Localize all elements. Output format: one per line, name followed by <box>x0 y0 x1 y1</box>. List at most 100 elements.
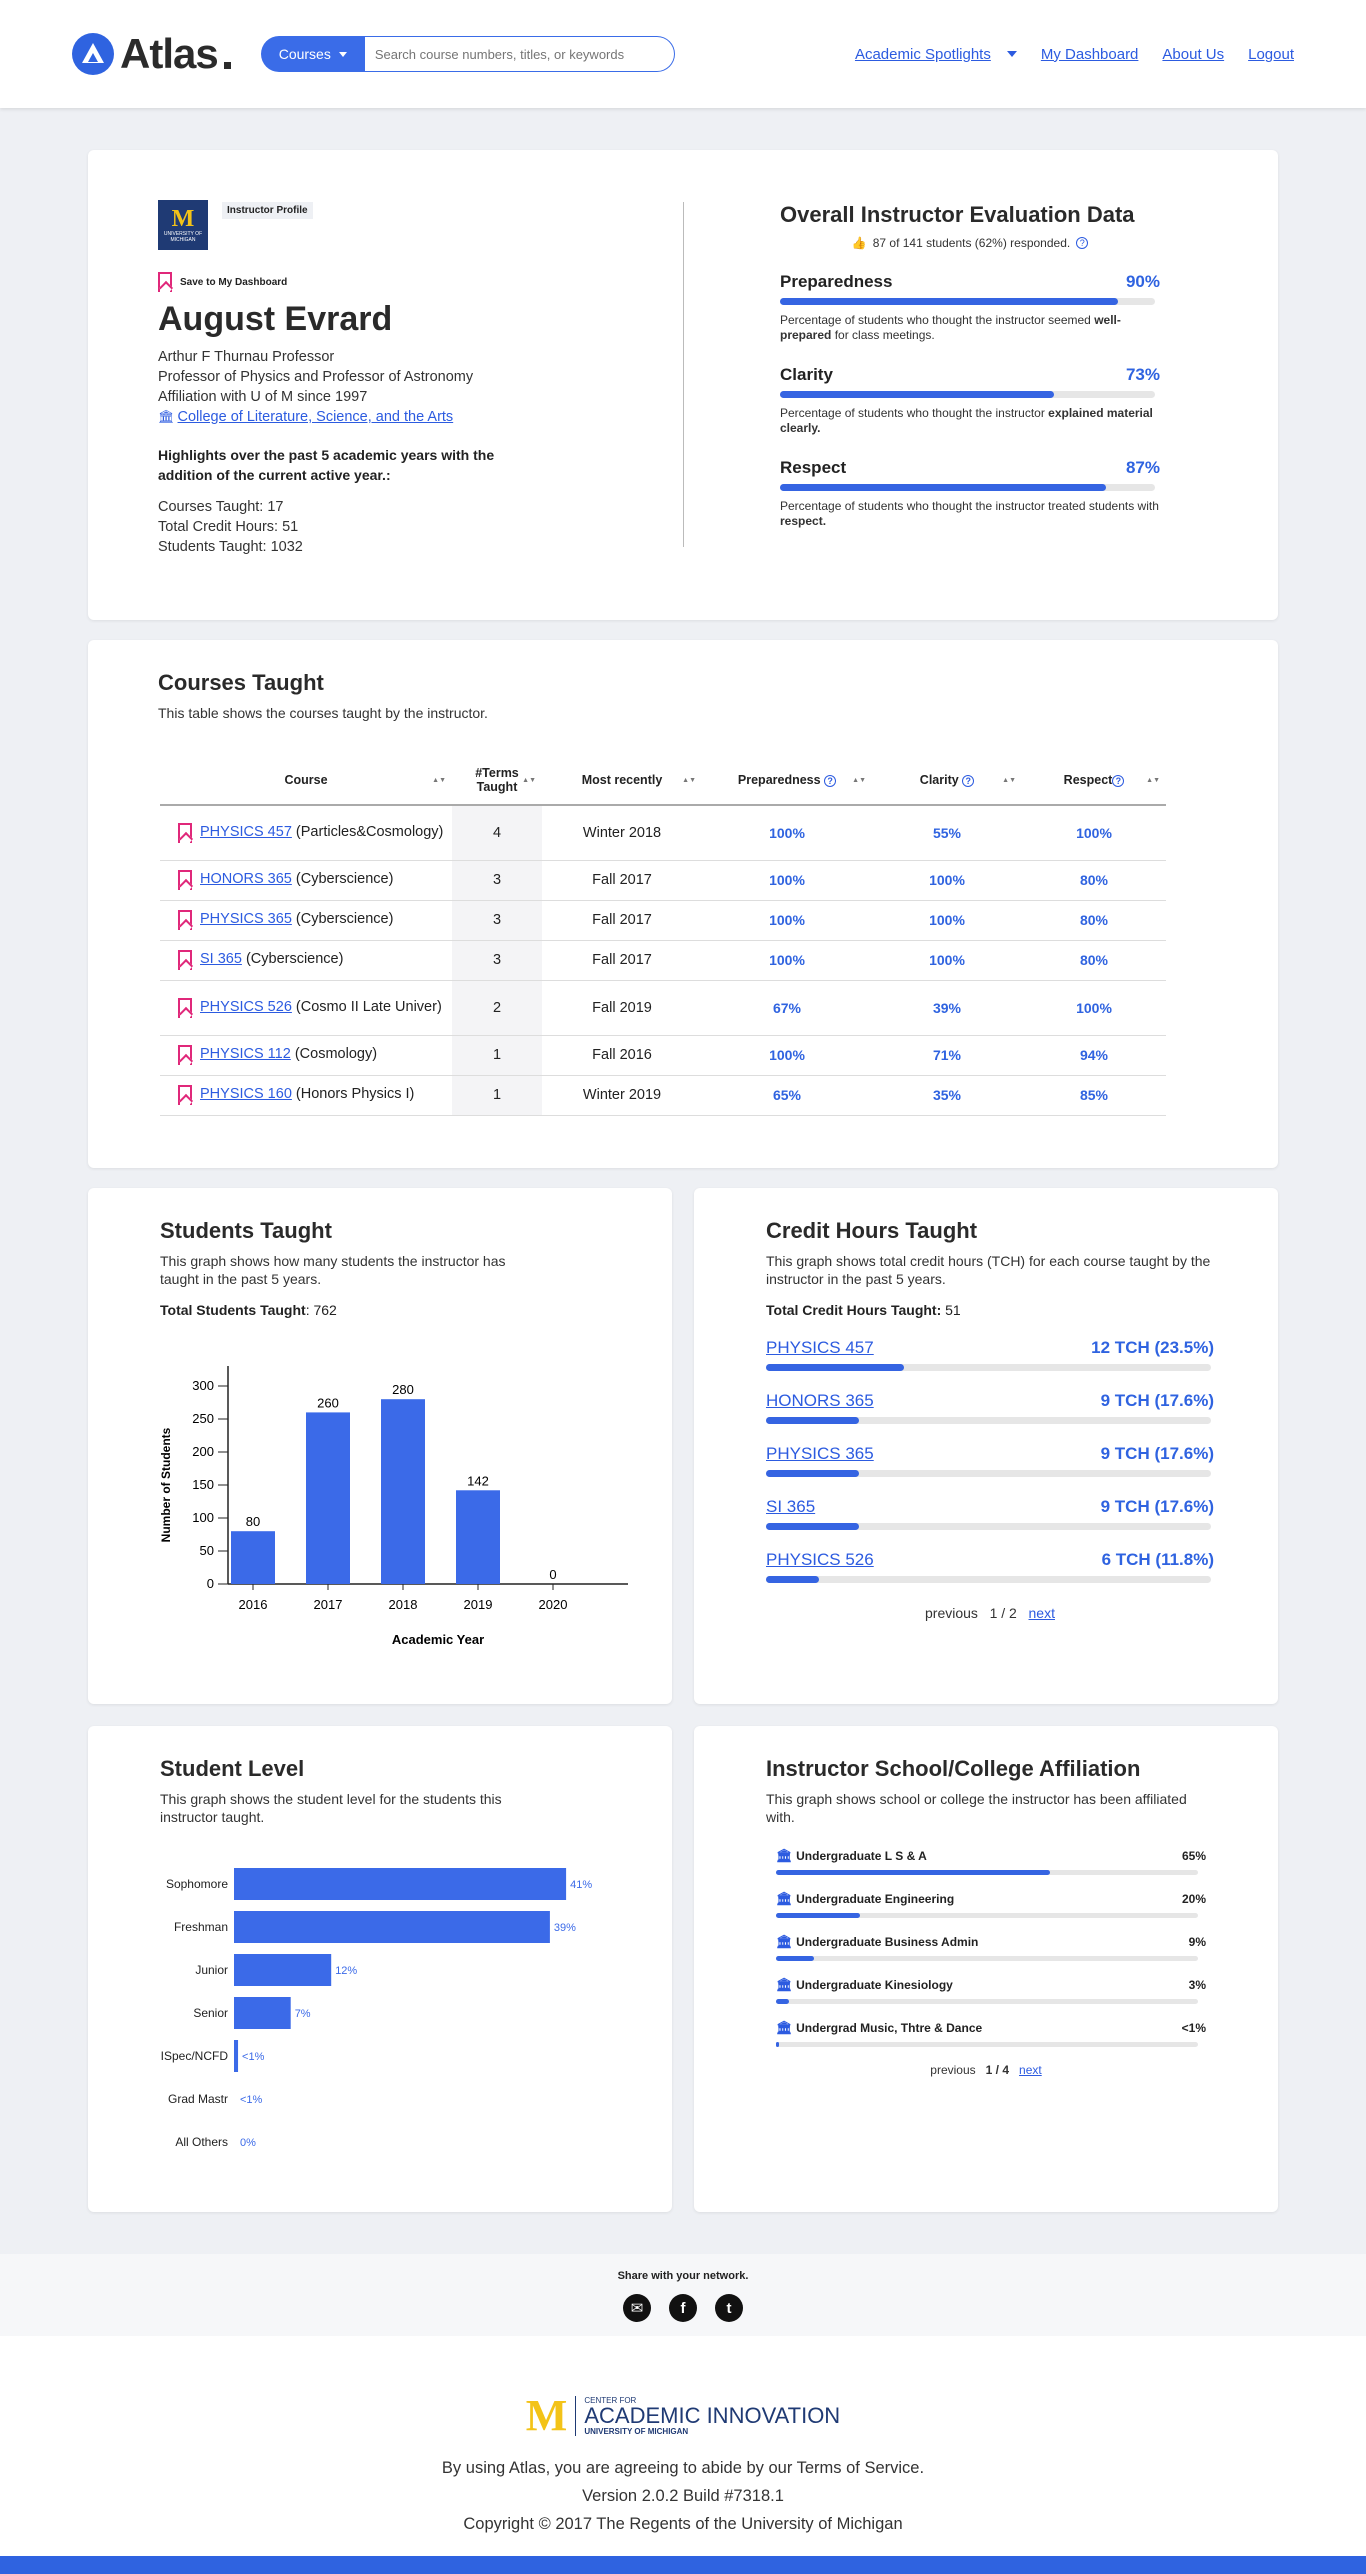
bookmark-icon[interactable] <box>178 1045 192 1065</box>
course-link[interactable]: PHYSICS 526 <box>200 998 292 1015</box>
bookmark-icon[interactable] <box>178 997 192 1018</box>
affiliation-row: 🏛 Undergraduate Engineering 20% <box>776 1891 1206 1907</box>
terms-cell: 1 <box>452 1075 542 1116</box>
bar-ispecncfd <box>234 2040 239 2072</box>
bookmark-icon[interactable] <box>178 822 192 843</box>
footer-text: By using Atlas, you are agreeing to abid… <box>0 2454 1366 2538</box>
metric-label: Clarity <box>780 365 833 384</box>
affiliation-value: <1% <box>1181 2021 1206 2035</box>
affiliation-label: Undergraduate Engineering <box>796 1892 955 1906</box>
copyright-line: Copyright © 2017 The Regents of the Univ… <box>463 2515 903 2533</box>
data-label: 142 <box>467 1473 489 1488</box>
credit-bar-fill <box>766 1470 860 1477</box>
students-header: Students Taught This graph shows how man… <box>160 1218 540 1318</box>
credit-course-link[interactable]: HONORS 365 <box>766 1391 874 1410</box>
bookmark-icon[interactable] <box>178 870 192 890</box>
col-respect[interactable]: Respect? ▲▼ <box>1022 755 1166 806</box>
table-header-row: Course ▲▼ #Terms Taught ▲▼ Most recently ▲▼… <box>160 755 1166 806</box>
col-recent[interactable]: Most recently ▲▼ <box>542 755 702 806</box>
course-link[interactable]: PHYSICS 365 <box>200 911 292 927</box>
col-course[interactable]: Course ▲▼ <box>160 755 452 806</box>
credit-hours-stat: Total Credit Hours: 51 <box>158 519 299 535</box>
y-tick-label: 100 <box>192 1510 214 1525</box>
nav-logout[interactable]: Logout <box>1248 45 1294 63</box>
terms-cell: 1 <box>452 1035 542 1076</box>
course-link[interactable]: SI 365 <box>200 951 242 967</box>
col-preparedness[interactable]: Preparedness ? ▲▼ <box>702 755 872 806</box>
logo-divider <box>575 2396 577 2436</box>
credit-course-link[interactable]: SI 365 <box>766 1497 816 1516</box>
level-header: Student Level This graph shows the stude… <box>160 1756 560 1826</box>
metric-bar <box>780 391 1155 398</box>
col-terms[interactable]: #Terms Taught ▲▼ <box>452 755 542 806</box>
metric-desc-text: Percentage of students who thought the i… <box>780 406 1049 420</box>
recent-cell: Fall 2019 <box>542 980 702 1036</box>
recent-cell: Fall 2017 <box>542 860 702 901</box>
nav-my-dashboard[interactable]: My Dashboard <box>1040 45 1139 63</box>
course-title: (Cosmology) <box>294 1046 378 1062</box>
credit-course-link[interactable]: PHYSICS 526 <box>766 1550 874 1569</box>
course-wrap: PHYSICS 365 (Cyberscience) <box>178 910 452 930</box>
search-input[interactable] <box>364 36 675 72</box>
pager-next[interactable]: next <box>1028 1605 1055 1621</box>
sort-icon: ▲▼ <box>852 777 866 784</box>
credit-desc: This graph shows total credit hours (TCH… <box>766 1253 1211 1287</box>
x-tick-label: 2019 <box>464 1597 493 1612</box>
bookmark-icon[interactable] <box>178 1085 192 1105</box>
course-title: (Particles&Cosmology) <box>295 823 444 840</box>
course-text: HONORS 365 (Cyberscience) <box>200 870 393 888</box>
respect-cell: 80% <box>1022 860 1166 901</box>
terms-cell: 3 <box>452 860 542 901</box>
instructor-profile-card: M UNIVERSITY OF MICHIGAN Instructor Prof… <box>88 150 1278 620</box>
course-link[interactable]: PHYSICS 457 <box>200 823 292 840</box>
bookmark-icon[interactable] <box>178 910 192 930</box>
clarity-cell: 71% <box>872 1035 1022 1076</box>
bookmark-icon[interactable] <box>178 950 192 970</box>
umich-logo: M UNIVERSITY OF MICHIGAN <box>158 200 208 250</box>
course-link[interactable]: PHYSICS 160 <box>200 1086 292 1102</box>
credit-item: SI 365 9 TCH (17.6%) <box>766 1497 1214 1530</box>
sort-icon: ▲▼ <box>1146 777 1160 784</box>
pager-next[interactable]: next <box>1019 2063 1042 2077</box>
clarity-cell: 39% <box>872 980 1022 1036</box>
info-icon[interactable]: ? <box>1076 237 1089 249</box>
bar-2019 <box>456 1490 500 1584</box>
course-link[interactable]: PHYSICS 112 <box>200 1046 291 1062</box>
search-bar: Courses <box>260 36 675 72</box>
atlas-logo[interactable]: Atlas <box>72 30 231 78</box>
footer-bar <box>0 2556 1366 2574</box>
nav-about-us[interactable]: About Us <box>1162 45 1225 63</box>
credit-header: Credit Hours Taught This graph shows tot… <box>766 1218 1214 1621</box>
respect-cell: 80% <box>1022 900 1166 941</box>
footer: M CENTER FOR ACADEMIC INNOVATION UNIVERS… <box>0 2336 1366 2574</box>
facebook-icon[interactable]: f <box>669 2294 697 2322</box>
chevron-down-icon[interactable] <box>1006 51 1017 57</box>
data-label: 39% <box>554 1922 576 1934</box>
info-icon: ? <box>962 774 975 787</box>
course-cell: SI 365 (Cyberscience) <box>160 940 452 981</box>
preparedness-cell: 100% <box>702 805 872 861</box>
bar-senior <box>234 1997 291 2029</box>
data-label: 0% <box>240 2137 256 2149</box>
category-label: Senior <box>193 2006 228 2020</box>
credit-course-link[interactable]: PHYSICS 365 <box>766 1444 874 1463</box>
search-scope-button[interactable]: Courses <box>260 36 365 72</box>
preparedness-cell: 67% <box>702 980 872 1036</box>
twitter-icon[interactable]: t <box>715 2294 743 2322</box>
course-title: (Cyberscience) <box>295 871 394 887</box>
aim-text: CENTER FOR ACADEMIC INNOVATION UNIVERSIT… <box>584 2396 840 2436</box>
credit-course-link[interactable]: PHYSICS 457 <box>766 1338 874 1357</box>
instructor-profile-tag: Instructor Profile <box>222 202 313 219</box>
email-icon[interactable]: ✉ <box>623 2294 651 2322</box>
course-link[interactable]: HONORS 365 <box>200 871 292 887</box>
credit-title: Credit Hours Taught <box>766 1218 978 1243</box>
metric-desc-text: Percentage of students who thought the i… <box>780 499 1159 513</box>
clarity-cell: 100% <box>872 940 1022 981</box>
save-to-dashboard-button[interactable]: Save to My Dashboard <box>158 272 538 292</box>
course-text: PHYSICS 160 (Honors Physics I) <box>200 1085 414 1103</box>
nav-academic-spotlights[interactable]: Academic Spotlights <box>854 45 991 63</box>
college-link[interactable]: College of Literature, Science, and the … <box>177 409 454 425</box>
credit-row: PHYSICS 365 9 TCH (17.6%) <box>766 1444 1214 1464</box>
col-clarity[interactable]: Clarity ? ▲▼ <box>872 755 1022 806</box>
data-label: 280 <box>392 1382 414 1397</box>
